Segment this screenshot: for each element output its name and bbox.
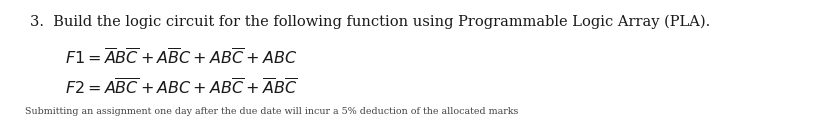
Text: $\bf\it{F1 = \overline{A}B\overline{C} + A\overline{B}C + AB\overline{C} + ABC}$: $\bf\it{F1 = \overline{A}B\overline{C} +…	[65, 48, 297, 68]
Text: $\bf\it{F2 = A\overline{B}\overline{C} + ABC + AB\overline{C} + \overline{A}B\ov: $\bf\it{F2 = A\overline{B}\overline{C} +…	[65, 78, 297, 98]
Text: 3.  Build the logic circuit for the following function using Programmable Logic : 3. Build the logic circuit for the follo…	[30, 14, 710, 29]
Text: Submitting an assignment one day after the due date will incur a 5% deduction of: Submitting an assignment one day after t…	[25, 107, 518, 116]
